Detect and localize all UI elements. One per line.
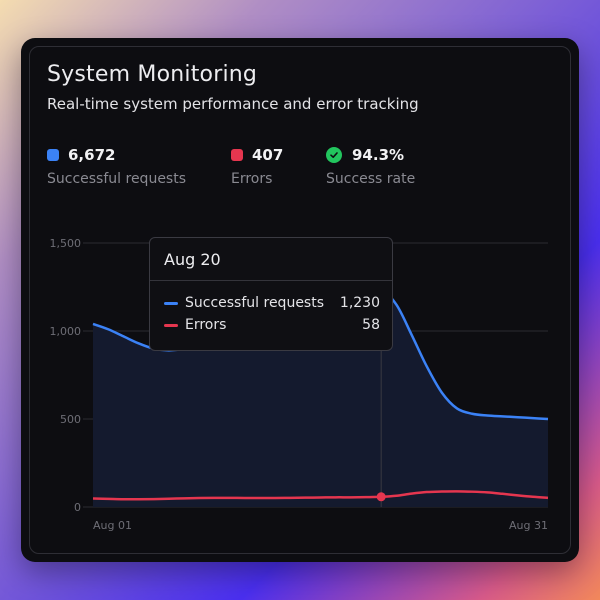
stat-value: 407 — [252, 146, 284, 164]
stat-successful-requests: 6,672 Successful requests — [47, 146, 186, 187]
y-tick-label: 500 — [60, 413, 81, 426]
chart-tooltip: Aug 20 Successful requests 1,230 Errors … — [149, 237, 393, 351]
tooltip-series-marker — [164, 301, 178, 305]
stat-success-rate: 94.3% Success rate — [326, 146, 415, 187]
tooltip-row-errors: Errors 58 — [164, 317, 380, 333]
tooltip-series-value: 58 — [362, 317, 380, 333]
errors-series-line — [92, 490, 549, 501]
tooltip-divider — [150, 280, 392, 281]
x-tick-label: Aug 01 — [93, 519, 132, 532]
tooltip-series-name: Errors — [185, 317, 227, 333]
tooltip-series-marker — [164, 323, 178, 327]
errors-hover-point — [376, 492, 386, 502]
stat-value: 94.3% — [352, 146, 405, 164]
card-title: System Monitoring — [47, 62, 258, 87]
monitoring-card: System Monitoring Real-time system perfo… — [21, 38, 579, 562]
check-circle-icon — [326, 147, 342, 163]
y-tick-label: 0 — [74, 501, 81, 514]
tooltip-row-requests: Successful requests 1,230 — [164, 295, 380, 311]
tooltip-series-value: 1,230 — [339, 295, 380, 311]
tooltip-series-name: Successful requests — [185, 295, 325, 311]
card-inner-border — [29, 46, 571, 554]
stat-label: Errors — [231, 171, 273, 187]
y-tick-label: 1,000 — [50, 325, 82, 338]
stat-errors: 407 Errors — [231, 146, 283, 187]
blue-square-icon — [47, 149, 59, 161]
stat-value: 6,672 — [68, 146, 116, 164]
stat-label: Success rate — [326, 171, 416, 187]
red-square-icon — [231, 149, 243, 161]
card-subtitle: Real-time system performance and error t… — [47, 95, 419, 113]
stat-label: Successful requests — [47, 171, 187, 187]
tooltip-title: Aug 20 — [164, 250, 221, 269]
x-tick-label: Aug 31 — [509, 519, 548, 532]
y-tick-label: 1,500 — [50, 237, 82, 250]
